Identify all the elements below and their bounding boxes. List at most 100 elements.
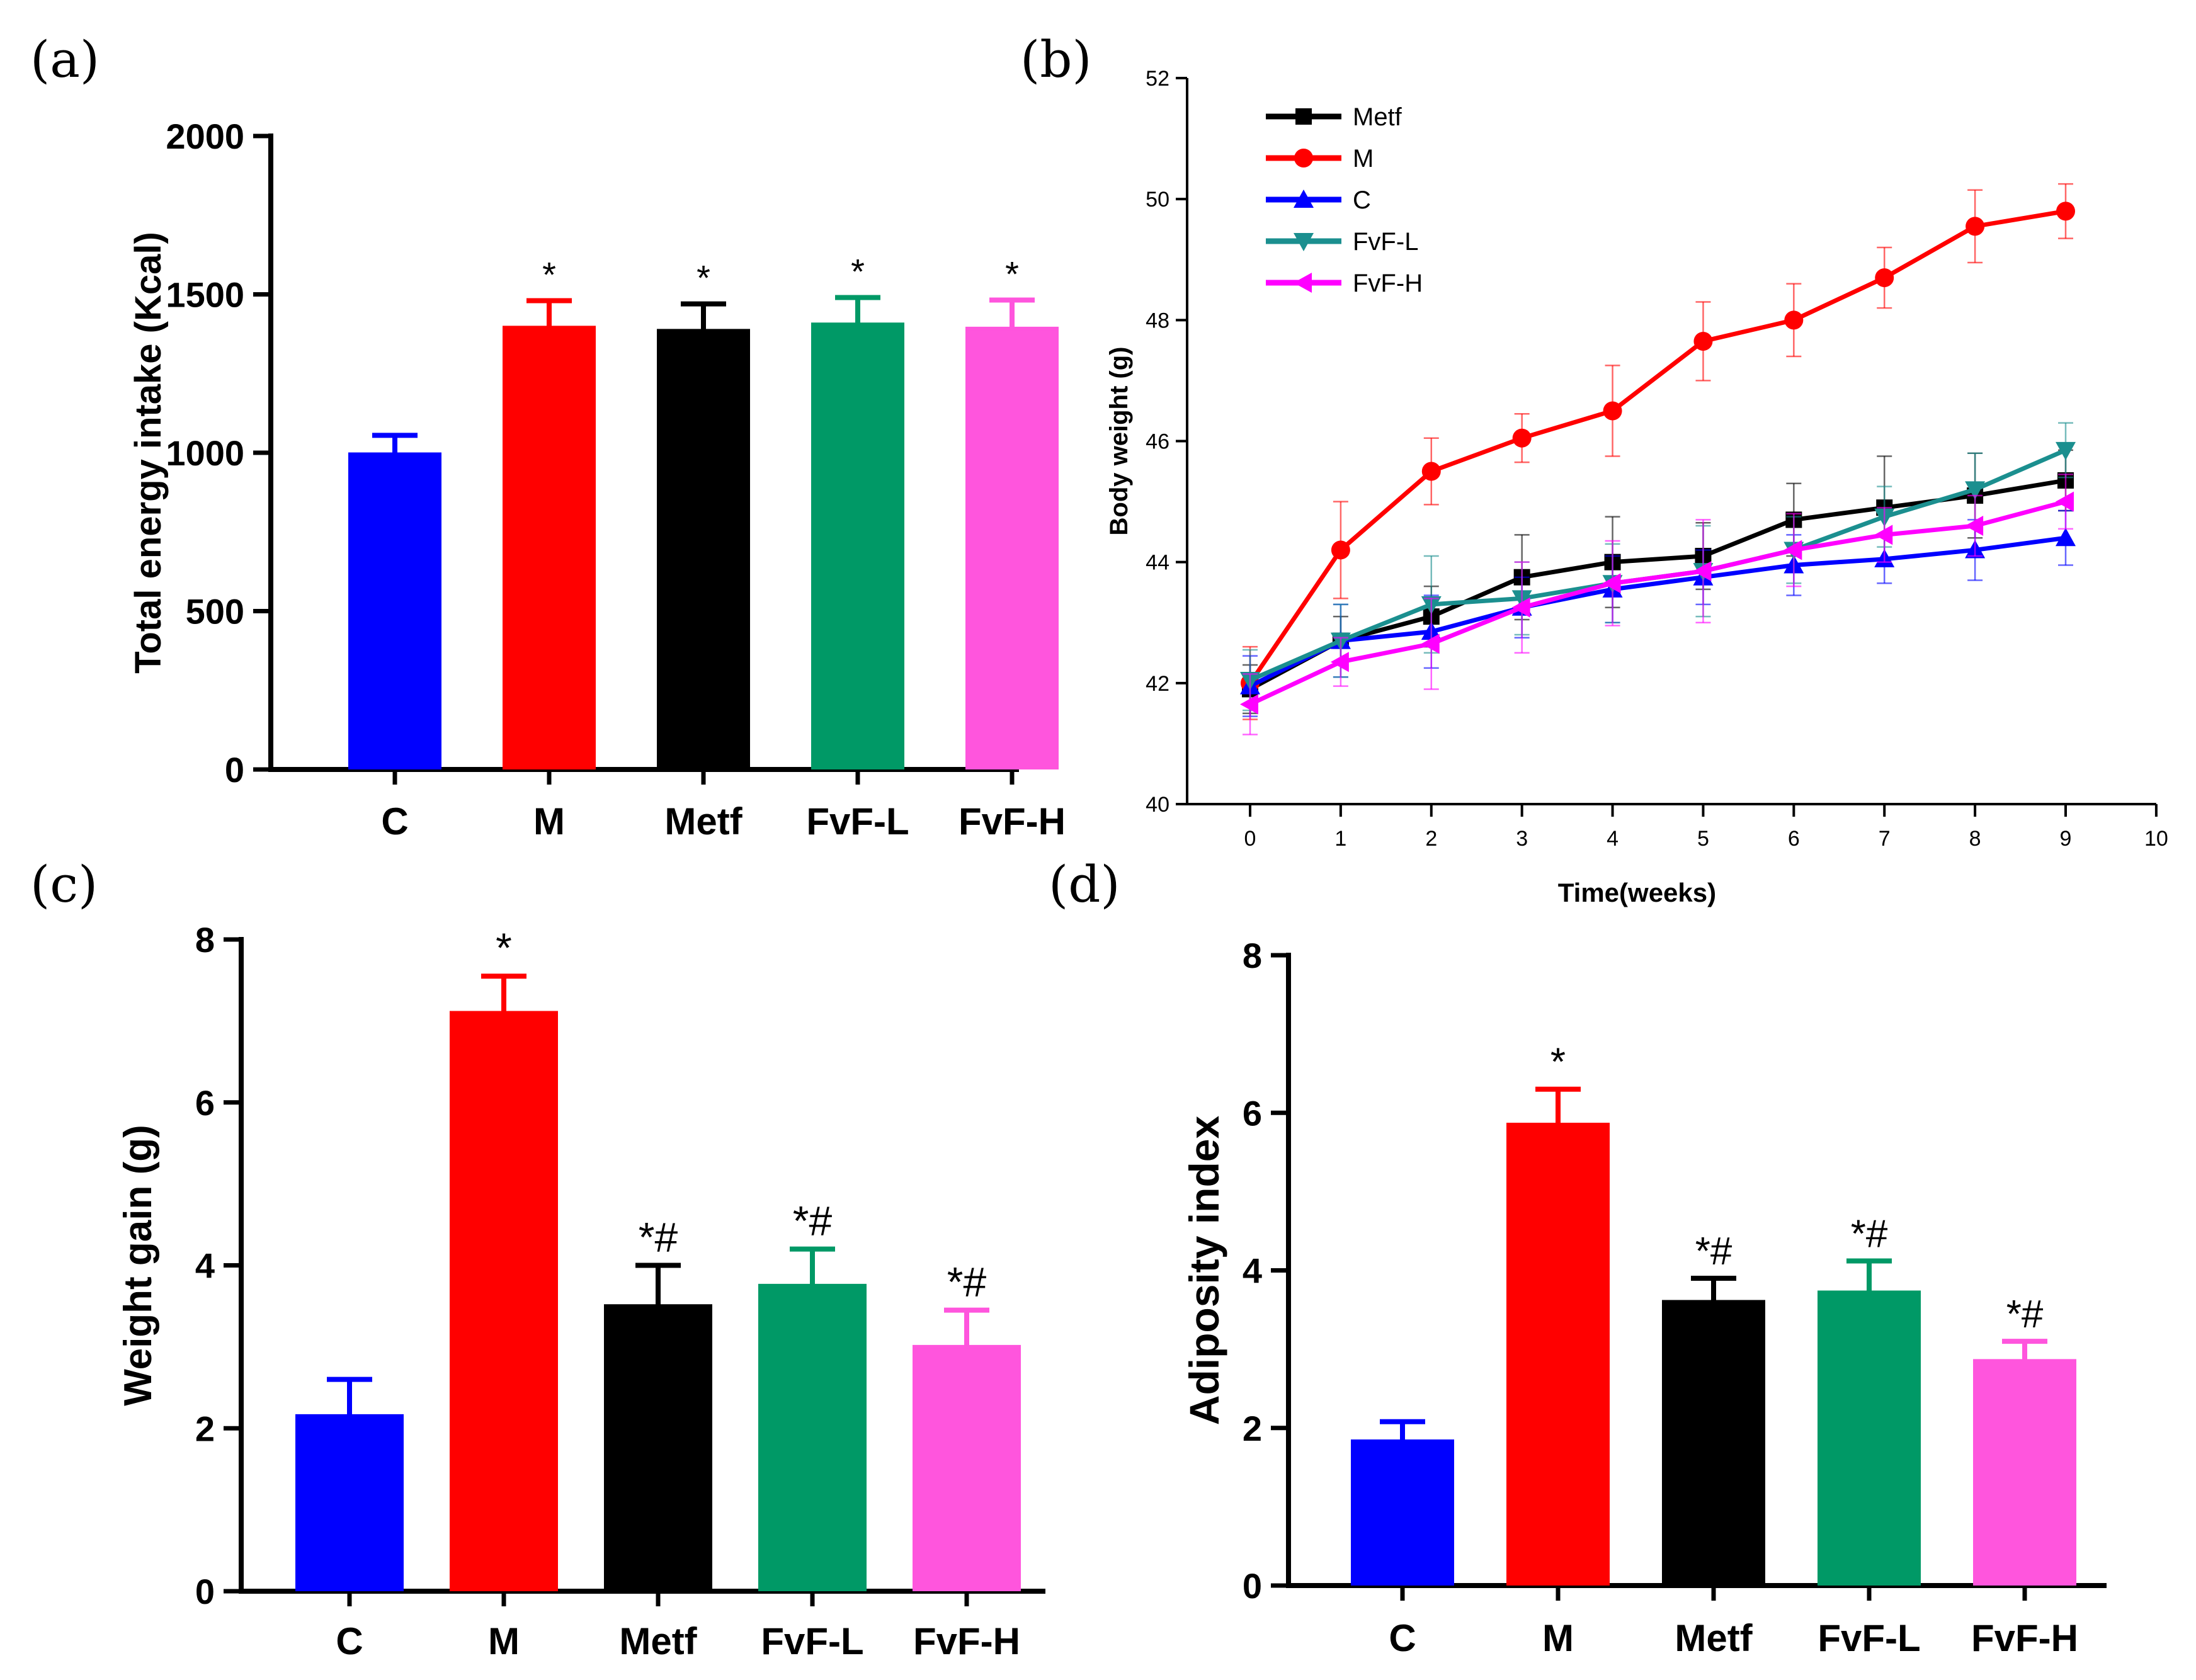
bar-group-metf: [604, 1263, 712, 1591]
bar-group-fvf-l: [811, 295, 904, 769]
x-tick-label-fvf-l: FvF-L: [1818, 1617, 1920, 1659]
x-tick-label-metf: Metf: [619, 1620, 697, 1662]
bar-group-fvf-h: [1973, 1339, 2076, 1586]
y-axis-title: Adiposity index: [1181, 1116, 1227, 1426]
x-tick-label: 8: [1969, 827, 1981, 851]
data-point-m: [1331, 540, 1350, 560]
series-fvf-h: [1240, 474, 2074, 735]
x-tick-label-c: C: [1389, 1617, 1416, 1659]
bar-group-c: [1351, 1419, 1454, 1586]
bar-metf: [657, 331, 750, 769]
x-tick-label-fvf-h: FvF-H: [959, 800, 1066, 843]
x-tick-label: 9: [2060, 827, 2072, 851]
bar-group-fvf-l: [758, 1246, 867, 1591]
x-tick-label-metf: Metf: [1675, 1617, 1753, 1659]
x-tick-label: 2: [1425, 827, 1437, 851]
x-tick-label: 6: [1788, 827, 1800, 851]
series-c: [1240, 509, 2076, 717]
y-tick-label: 42: [1146, 672, 1169, 696]
y-tick-label: 2000: [166, 116, 244, 156]
x-tick-label-c: C: [336, 1620, 363, 1662]
y-tick-label: 6: [1243, 1093, 1262, 1133]
bar-group-fvf-l: [1818, 1258, 1921, 1586]
x-tick-label-fvf-h: FvF-H: [1971, 1617, 2078, 1659]
y-tick-label: 48: [1146, 309, 1169, 332]
bar-group-fvf-h: [965, 297, 1059, 769]
data-point-fvf-l: [1965, 481, 1986, 500]
legend-label-metf: Metf: [1353, 103, 1402, 131]
bar-fvf-h: [1973, 1361, 2076, 1586]
legend-label-c: C: [1353, 186, 1371, 214]
legend-label-fvf-l: FvF-L: [1353, 228, 1418, 256]
bar-metf: [1662, 1302, 1765, 1586]
y-tick-label: 1000: [166, 433, 244, 473]
data-point-fvf-l: [2056, 441, 2076, 460]
y-axis-title: Total energy intake (Kcal): [128, 232, 169, 674]
bar-m: [450, 1013, 558, 1591]
bar-fvf-l: [758, 1285, 867, 1591]
data-point-m: [1421, 462, 1441, 481]
bar-group-fvf-h: [913, 1307, 1021, 1591]
y-tick-label: 6: [195, 1083, 215, 1123]
x-tick-label-fvf-l: FvF-L: [761, 1620, 863, 1662]
series-line-fvf-h: [1249, 499, 2066, 707]
data-point-fvf-h: [1240, 694, 1258, 715]
bar-fvf-l: [1818, 1292, 1921, 1586]
data-point-fvf-h: [1965, 516, 1984, 536]
significance-label-fvf-h: *#: [2006, 1293, 2044, 1336]
x-tick-label: 3: [1516, 827, 1528, 851]
significance-label-m: *: [542, 255, 556, 295]
y-tick-label: 44: [1146, 551, 1169, 575]
significance-label-metf: *#: [1695, 1230, 1732, 1273]
x-tick-label: 10: [2144, 827, 2168, 851]
y-tick-label: 8: [1243, 936, 1262, 975]
data-point-m: [1784, 310, 1804, 330]
data-point-fvf-h: [1602, 573, 1621, 594]
bar-group-c: [295, 1376, 404, 1591]
y-tick-label: 0: [195, 1572, 215, 1611]
x-tick-label: 4: [1607, 827, 1619, 851]
x-tick-label: 5: [1697, 827, 1709, 851]
y-tick-label: 46: [1146, 430, 1169, 454]
y-tick-label: 8: [195, 920, 215, 960]
bar-group-m: [450, 973, 558, 1591]
panel-label-c: (c): [30, 855, 98, 914]
x-tick-label-fvf-l: FvF-L: [806, 800, 909, 843]
y-tick-label: 52: [1146, 67, 1169, 91]
x-tick-label-c: C: [381, 800, 408, 843]
bar-fvf-h: [965, 328, 1059, 769]
bar-group-c: [348, 433, 441, 769]
y-tick-label: 2: [1243, 1409, 1262, 1448]
series-line-c: [1249, 535, 2066, 688]
legend: Metf MC FvF-L FvF-H: [1266, 103, 1423, 297]
chart-adiposity-index: 0 2 4 6 8 Adiposity index C M * Metf *# FvF-L *# FvF-…: [1181, 936, 2107, 1659]
bar-group-m: [503, 298, 596, 769]
legend-label-m: M: [1353, 145, 1374, 173]
data-point-m: [1966, 217, 1985, 236]
data-point-fvf-h: [1421, 633, 1440, 654]
y-axis-title: Body weight (g): [1105, 347, 1133, 536]
bar-c: [295, 1416, 404, 1591]
panel-label-a: (a): [30, 30, 100, 89]
y-tick-label: 2: [195, 1409, 215, 1448]
data-point-fvf-h: [1874, 525, 1893, 545]
chart-weight-gain: 0 2 4 6 8 Weight gain (g) C M * Metf *# FvF-L *# FvF-…: [117, 920, 1045, 1662]
bar-fvf-h: [913, 1346, 1021, 1591]
x-tick-label-m: M: [533, 800, 565, 843]
legend-marker-fvf-l: [1294, 233, 1314, 251]
bar-m: [1506, 1125, 1610, 1586]
y-tick-label: 0: [225, 750, 244, 790]
y-tick-label: 50: [1146, 188, 1169, 212]
bar-c: [348, 454, 441, 769]
y-tick-label: 4: [195, 1246, 215, 1286]
legend-label-fvf-h: FvF-H: [1353, 270, 1423, 297]
data-point-fvf-h: [1784, 540, 1802, 560]
data-point-m: [1875, 268, 1894, 288]
significance-label-fvf-l: *: [851, 252, 865, 292]
x-tick-label: 7: [1879, 827, 1891, 851]
bar-group-metf: [1662, 1276, 1765, 1586]
x-tick-label-m: M: [1542, 1617, 1574, 1659]
data-point-c: [2056, 528, 2076, 547]
data-point-fvf-h: [2056, 491, 2074, 512]
